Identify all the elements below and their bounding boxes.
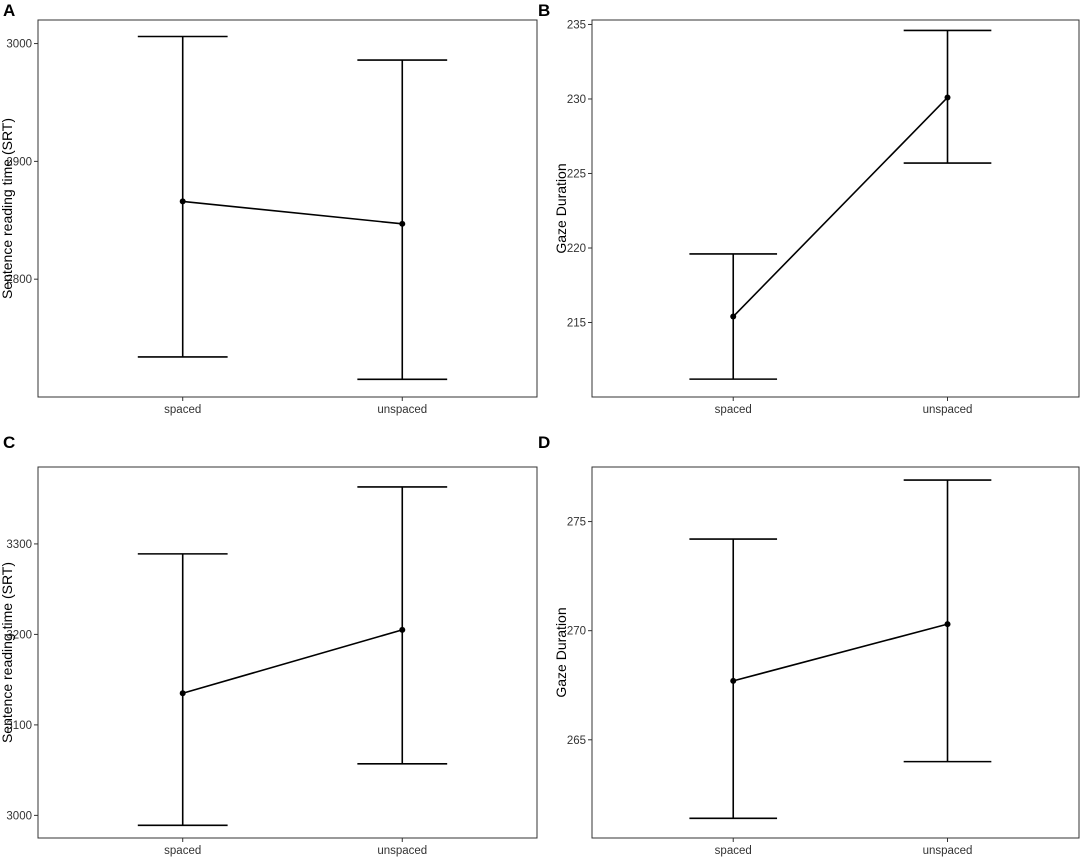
panel-b: B 215 220 225 230 235 spaced unspaced Gaze Durat… bbox=[538, 1, 1080, 416]
x-tick-label: unspaced bbox=[377, 845, 427, 857]
y-tick-label: 220 bbox=[567, 243, 586, 255]
mean-point bbox=[179, 690, 186, 697]
y-axis-title: Sentence reading time (SRT) bbox=[0, 562, 15, 743]
y-tick-label: 275 bbox=[567, 517, 586, 529]
plot-frame bbox=[37, 466, 538, 839]
y-tick-label: 265 bbox=[567, 735, 586, 747]
mean-point bbox=[730, 313, 737, 320]
y-tick-label: 230 bbox=[567, 94, 586, 106]
mean-line bbox=[732, 96, 949, 318]
y-tick-label: 225 bbox=[567, 168, 586, 180]
y-tick-label: 270 bbox=[567, 626, 586, 638]
plot-frame bbox=[591, 466, 1080, 839]
y-axis-title: Gaze Duration bbox=[553, 163, 569, 253]
mean-line bbox=[182, 629, 403, 694]
mean-point bbox=[944, 94, 951, 101]
mean-point bbox=[944, 621, 951, 628]
y-tick-label: 3000 bbox=[6, 810, 32, 822]
panel-letter: B bbox=[538, 1, 550, 20]
mean-point bbox=[179, 198, 186, 205]
x-tick-label: unspaced bbox=[377, 404, 427, 416]
x-tick-label: spaced bbox=[164, 404, 201, 416]
panel-letter: D bbox=[538, 433, 550, 452]
mean-line bbox=[733, 623, 948, 682]
y-tick-label: 2800 bbox=[6, 274, 32, 286]
x-tick-label: unspaced bbox=[923, 404, 973, 416]
x-tick-label: spaced bbox=[715, 404, 752, 416]
panel-d: D 265 270 275 spaced unspaced Gaze Duration bbox=[538, 433, 1080, 857]
y-tick-label: 3200 bbox=[6, 629, 32, 641]
panel-a: A 2800 2900 3000 spaced unspaced Sentence read… bbox=[0, 1, 538, 416]
y-tick-label: 235 bbox=[567, 19, 586, 31]
y-tick-label: 3000 bbox=[6, 39, 32, 51]
plot-frame bbox=[591, 19, 1080, 398]
y-tick-label: 215 bbox=[567, 317, 586, 329]
y-axis-title: Sentence reading time (SRT) bbox=[0, 118, 15, 299]
x-tick-label: unspaced bbox=[923, 845, 973, 857]
y-tick-label: 2900 bbox=[6, 156, 32, 168]
mean-point bbox=[399, 626, 406, 633]
mean-point bbox=[399, 220, 406, 227]
x-tick-label: spaced bbox=[164, 845, 201, 857]
mean-line bbox=[182, 200, 403, 225]
panel-letter: C bbox=[3, 433, 15, 452]
mean-point bbox=[730, 677, 737, 684]
panel-c: C 3000 3100 3200 3300 spaced unspaced Sentence … bbox=[0, 433, 538, 857]
x-tick-label: spaced bbox=[715, 845, 752, 857]
plot-frame bbox=[37, 19, 538, 398]
y-tick-label: 3100 bbox=[6, 720, 32, 732]
y-axis-title: Gaze Duration bbox=[553, 607, 569, 697]
y-tick-label: 3300 bbox=[6, 539, 32, 551]
panel-letter: A bbox=[3, 1, 15, 20]
